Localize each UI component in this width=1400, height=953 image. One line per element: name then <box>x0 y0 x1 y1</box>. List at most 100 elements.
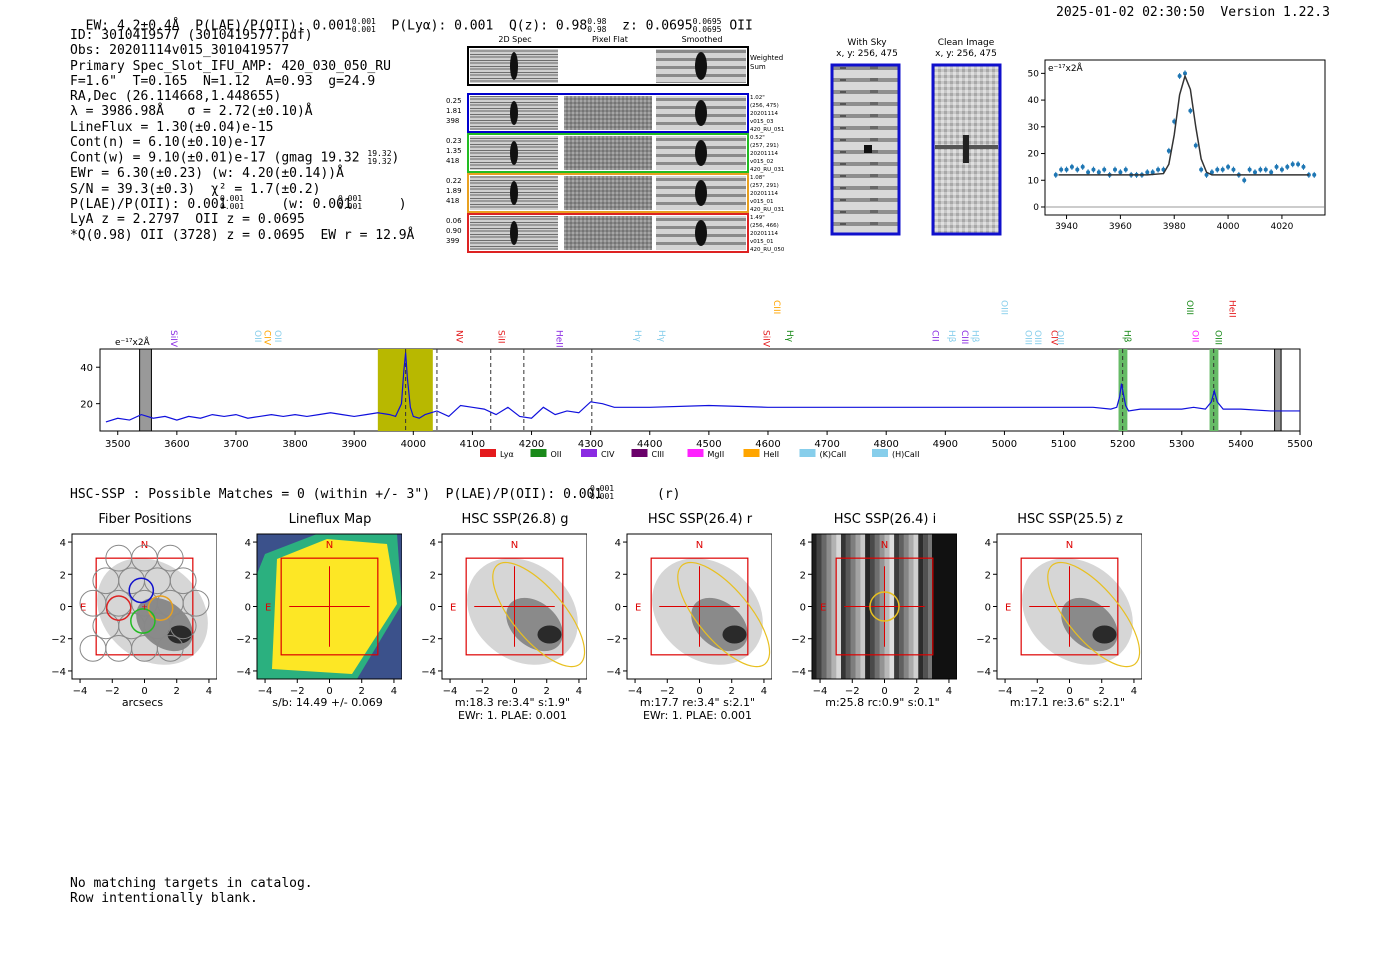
hsc-xtick-label: −2 <box>660 686 675 697</box>
spec-row-right-label: 1.02" <box>750 95 765 101</box>
hsc-ytick-label: −2 <box>977 635 991 646</box>
spec-row-right-label: v015_03 <box>750 119 774 125</box>
zoom-point <box>1102 167 1107 172</box>
source-ellipse <box>1047 561 1141 668</box>
i-band-edge <box>932 534 957 679</box>
line-id: OII <box>729 18 753 34</box>
hsc-panel-title: HSC SSP(26.8) g <box>461 512 569 527</box>
line-label: CII <box>929 330 939 342</box>
spec-row-right-label: (256, 466) <box>750 223 779 229</box>
line-label: OIII <box>1055 330 1065 345</box>
zoom-point <box>1156 167 1161 172</box>
zoom-point <box>1188 108 1193 113</box>
spec-row-line-smoothed <box>695 220 707 246</box>
spec-row-right-label: 420_RU_031 <box>750 207 784 213</box>
zoom-point <box>1075 167 1080 172</box>
hsc-panel-image: N E −4 −2 0 2 4 4 2 0 −2 −4 <box>792 533 957 697</box>
spec-row-left-label: 418 <box>446 157 459 165</box>
footer-line-2: Row intentionally blank. <box>70 891 258 906</box>
spec-xtick-label: 5000 <box>992 439 1017 450</box>
plae-value: P(LAE)/P(OII): 0.001 <box>195 18 352 34</box>
spec-row-left-label: 1.35 <box>446 147 462 155</box>
i-band-stripe <box>841 534 846 679</box>
weighted-label: Weighted <box>750 54 783 62</box>
line-label: OIII <box>1184 300 1194 315</box>
line-label: OIII <box>998 300 1008 315</box>
version: Version 1.22.3 <box>1220 5 1330 20</box>
spec-row-right-label: 20201114 <box>750 111 778 117</box>
i-band-stripe <box>816 534 822 679</box>
spec-xtick-label: 4800 <box>873 439 898 450</box>
spec-row-line-smoothed <box>695 100 707 126</box>
zoom-point <box>1193 143 1198 148</box>
line-label: Hβ <box>946 330 956 343</box>
spec2d-panel: 2D Spec Pixel Flat Smoothed Weighted Sum… <box>446 35 785 253</box>
compass-n: N <box>881 540 888 551</box>
galaxy-core <box>537 625 562 644</box>
spec-xtick-label: 5400 <box>1228 439 1253 450</box>
line-label: SiIV <box>760 330 770 348</box>
info-radec: RA,Dec (26.114668,1.448655) <box>70 89 282 105</box>
i-band-stripe <box>821 534 827 679</box>
hsc-ytick-label: −4 <box>237 667 251 678</box>
hsc-ytick-label: 0 <box>800 603 806 614</box>
clean-image-title: Clean Image x, y: 256, 475 <box>935 38 997 59</box>
fiber-blue <box>128 577 155 604</box>
footer-line-1: No matching targets in catalog. <box>70 876 313 891</box>
hsc-panel-caption: arcsecs <box>60 696 225 709</box>
hsc-ytick-label: −4 <box>607 667 621 678</box>
hsc-panel-caption: s/b: 14.49 +/- 0.069 <box>245 696 410 709</box>
zoom-point <box>1312 172 1317 177</box>
hsc-panel-image: N E −4 −2 0 2 4 4 2 0 −2 −4 <box>607 533 772 697</box>
spec-xtick-label: 4400 <box>637 439 662 450</box>
hsc-panel-caption: m:18.3 re:3.4" s:1.9" EWr: 1. PLAE: 0.001 <box>430 696 595 722</box>
zoom-point <box>1279 167 1284 172</box>
hsc-xtick-label: 2 <box>729 686 735 697</box>
hsc-xtick-label: −4 <box>258 686 273 697</box>
zoom-point <box>1290 162 1295 167</box>
info-params: F=1.6" T=0.165 N=1.12 A=0.93 g=24.9 <box>70 73 376 89</box>
hsc-caption-line-1: arcsecs <box>121 696 164 709</box>
hsc-xtick-label: 4 <box>391 686 397 697</box>
legend-swatch <box>799 449 816 457</box>
hsc-xtick-label: −2 <box>290 686 305 697</box>
spec-xtick-label: 4000 <box>401 439 426 450</box>
line-label: OII <box>272 330 282 342</box>
fiber-red <box>105 595 132 621</box>
spec-row-right-label: 420_RU_031 <box>750 167 784 173</box>
compass-e: E <box>450 603 456 614</box>
galaxy-core <box>167 625 192 644</box>
zoom-point <box>1247 167 1252 172</box>
line-label: OII <box>1189 330 1199 342</box>
hsc-xtick-label: 0 <box>1066 686 1072 697</box>
spec-row-line-smoothed <box>695 140 707 166</box>
hsc-panel: Fiber Positions <box>70 512 230 527</box>
spectrum-unit: e⁻¹⁷x2Å <box>115 336 151 348</box>
detection-window <box>377 349 433 431</box>
hsc-caption-line-1: m:25.8 rc:0.9" s:0.1" <box>825 696 940 709</box>
hsc-ytick-label: 2 <box>430 570 436 581</box>
legend-label: MgII <box>708 450 725 459</box>
legend-label: CIII <box>652 450 665 459</box>
zoom-xtick-label: 4000 <box>1217 222 1240 232</box>
zoom-point <box>1263 167 1268 172</box>
spec-row-flat <box>564 176 652 210</box>
zoom-point <box>1086 170 1091 175</box>
line-label: CIII <box>771 300 781 314</box>
legend-swatch <box>530 449 547 457</box>
spec-row-left-label: 0.06 <box>446 217 462 225</box>
hsc-xtick-label: 2 <box>544 686 550 697</box>
spec-row-left-label: 1.89 <box>446 187 462 195</box>
info-lambda: λ = 3986.98Å σ = 2.72(±0.10)Å <box>70 104 313 120</box>
svg-text:Sum: Sum <box>750 63 766 71</box>
spec-row-left-label: 0.22 <box>446 177 462 185</box>
hsc-ytick-label: 2 <box>615 570 621 581</box>
hsc-xtick-label: −2 <box>105 686 120 697</box>
spec-row-left-label: 399 <box>446 237 459 245</box>
masked-region-right <box>1274 348 1282 432</box>
hsc-ytick-label: −2 <box>422 635 436 646</box>
zoom-point <box>1166 148 1171 153</box>
spec-row-right-label: 420_RU_050 <box>750 247 785 253</box>
zoom-point <box>1296 162 1301 167</box>
